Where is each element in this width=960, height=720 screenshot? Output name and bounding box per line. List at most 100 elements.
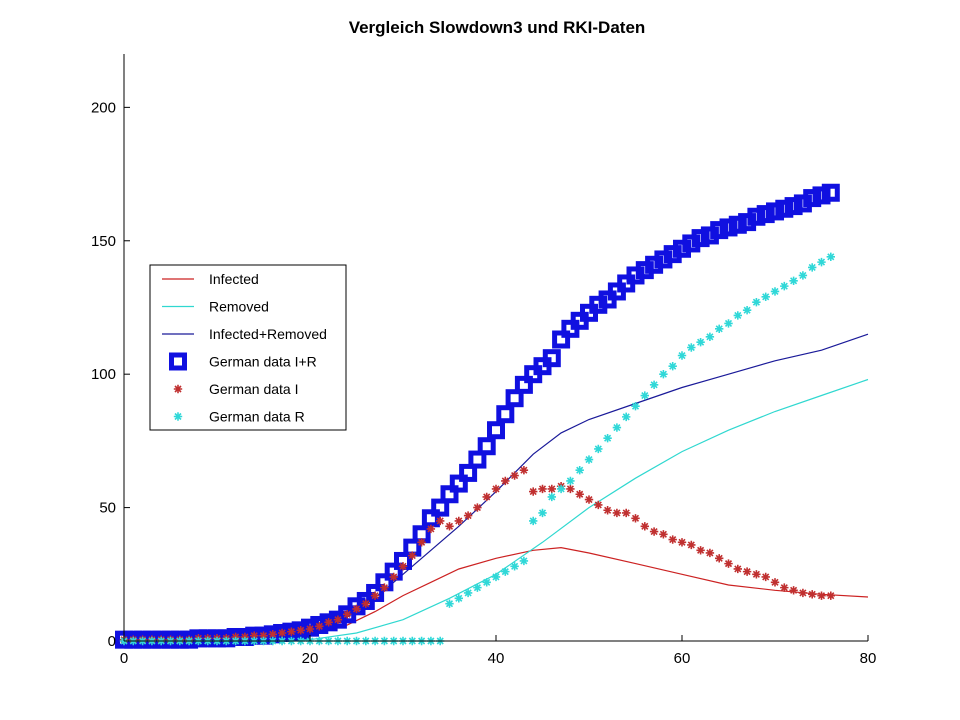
data-point-german-data-i	[445, 522, 454, 531]
data-point-german-data-i-r	[505, 389, 524, 408]
data-point-german-data-i-r	[812, 186, 831, 205]
data-point-german-data-i	[659, 530, 668, 539]
data-point-german-data-r	[659, 369, 668, 379]
data-point-german-data-i	[575, 490, 584, 499]
y-tick-label: 0	[108, 633, 116, 650]
data-point-german-data-r	[789, 276, 798, 285]
legend-swatch	[169, 352, 187, 371]
data-point-german-data-i-r	[431, 498, 450, 517]
data-point-german-data-i	[649, 527, 659, 536]
legend-label: Removed	[209, 299, 269, 315]
data-point-german-data-i	[436, 516, 445, 526]
data-point-german-data-i	[705, 548, 715, 558]
data-point-german-data-i	[668, 535, 677, 544]
data-point-german-data-i	[343, 610, 352, 619]
legend-label: Infected+Removed	[209, 326, 327, 342]
data-point-german-data-r	[603, 434, 612, 443]
legend-item-infected-removed: Infected+Removed	[162, 326, 327, 342]
data-point-german-data-r	[473, 583, 482, 592]
legend-item-infected: Infected	[162, 271, 259, 287]
data-point-german-data-i	[491, 484, 501, 494]
data-point-german-data-i-r	[775, 199, 794, 218]
data-point-german-data-i	[631, 514, 640, 523]
data-point-german-data-i	[733, 564, 742, 574]
data-point-german-data-r	[547, 492, 556, 502]
data-point-german-data-i-r	[477, 437, 496, 456]
legend-swatch	[173, 384, 183, 394]
data-point-german-data-r	[622, 412, 631, 422]
data-point-german-data-i	[408, 551, 417, 560]
legend-box	[149, 264, 347, 431]
data-point-german-data-i	[808, 590, 817, 599]
data-point-german-data-r	[519, 556, 529, 566]
data-point-german-data-i	[296, 626, 305, 635]
data-point-german-data-i-r	[691, 229, 710, 248]
data-point-german-data-r	[556, 484, 566, 494]
data-point-german-data-i-r	[487, 421, 505, 440]
data-point-german-data-i	[640, 522, 649, 531]
data-point-german-data-r	[696, 337, 705, 347]
data-point-german-data-i	[780, 583, 789, 592]
data-point-german-data-r	[724, 319, 733, 328]
data-point-german-data-i	[482, 492, 491, 502]
data-point-german-data-i-r	[728, 215, 747, 234]
data-point-german-data-r	[677, 351, 687, 360]
legend-swatch	[173, 412, 183, 421]
data-point-german-data-r	[566, 476, 575, 486]
data-point-german-data-i	[305, 624, 315, 634]
data-point-german-data-i	[250, 631, 259, 640]
data-point-german-data-r	[640, 391, 649, 400]
data-point-german-data-i-r	[784, 197, 803, 216]
data-point-german-data-i-r	[459, 463, 478, 482]
y-tick-label: 50	[99, 500, 116, 517]
data-point-german-data-i	[417, 538, 426, 547]
data-point-german-data-r	[733, 311, 742, 320]
data-point-german-data-i	[501, 476, 510, 486]
data-point-german-data-i-r	[803, 189, 822, 208]
data-point-german-data-r	[454, 594, 463, 603]
series-removed	[124, 378, 869, 642]
data-point-german-data-i	[761, 572, 770, 582]
data-point-german-data-r	[649, 380, 659, 390]
data-point-german-data-r	[584, 455, 594, 464]
data-point-german-data-r	[501, 567, 510, 576]
data-point-german-data-r	[538, 508, 547, 518]
y-tick-label: 150	[91, 233, 116, 250]
data-point-german-data-i-r	[496, 405, 515, 424]
data-point-german-data-i	[603, 506, 612, 515]
data-point-german-data-i	[463, 511, 473, 520]
data-point-german-data-r	[575, 466, 584, 475]
data-point-german-data-i	[333, 615, 343, 624]
data-point-german-data-i	[612, 508, 622, 518]
data-point-german-data-i	[566, 484, 575, 494]
data-point-german-data-i-r	[821, 183, 840, 202]
data-point-german-data-r	[687, 343, 696, 352]
data-point-german-data-r	[612, 423, 622, 432]
data-point-german-data-r	[742, 305, 752, 315]
data-point-german-data-i	[798, 588, 808, 598]
data-point-german-data-i	[752, 570, 761, 579]
data-point-german-data-i-r	[440, 485, 459, 504]
data-point-german-data-r	[594, 444, 603, 454]
legend-label: German data R	[209, 409, 305, 425]
data-point-german-data-i-r	[747, 207, 766, 226]
x-tick-label: 60	[674, 650, 691, 667]
data-point-german-data-r	[761, 292, 770, 302]
data-point-german-data-i-r	[542, 349, 561, 368]
data-point-german-data-r	[817, 257, 826, 267]
x-tick-label: 80	[860, 650, 877, 667]
y-tick-label: 200	[91, 99, 116, 116]
data-point-german-data-r	[631, 402, 640, 411]
data-point-german-data-r	[780, 281, 789, 291]
data-point-german-data-i	[473, 503, 482, 512]
data-point-german-data-i	[324, 618, 333, 627]
data-point-german-data-i	[510, 471, 519, 480]
data-point-german-data-i	[594, 500, 603, 510]
data-point-german-data-r	[808, 263, 817, 272]
data-point-german-data-i-r	[468, 450, 487, 469]
legend-label: German data I	[209, 381, 299, 397]
x-tick-label: 0	[120, 650, 128, 667]
data-point-german-data-r	[798, 271, 808, 280]
